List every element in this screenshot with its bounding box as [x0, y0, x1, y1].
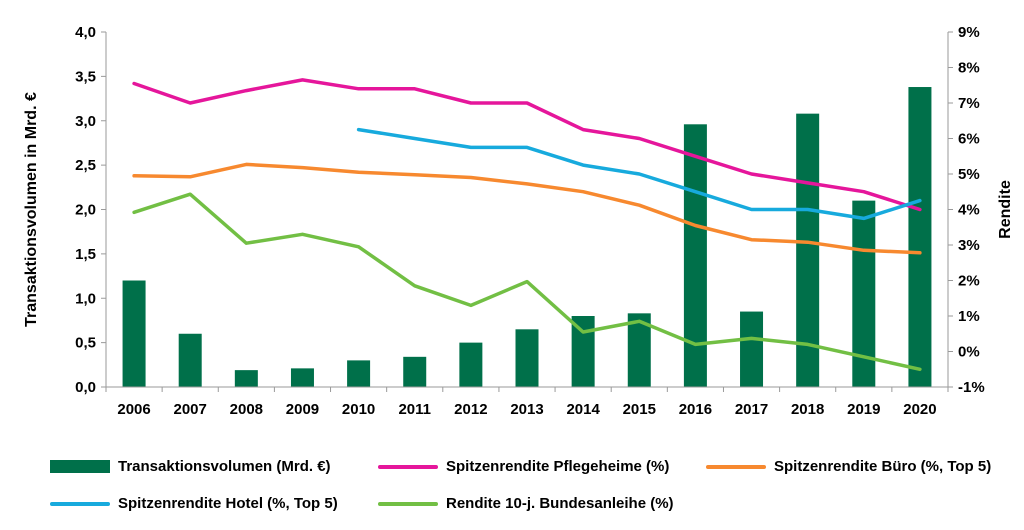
- legend-label: Spitzenrendite Büro (%, Top 5): [774, 458, 992, 475]
- y-right-tick-label: 3%: [958, 237, 980, 254]
- y-left-tick-label: 4,0: [75, 24, 96, 41]
- y-right-tick-label: 6%: [958, 131, 980, 148]
- y-left-tick-label: 1,5: [75, 246, 96, 263]
- y-right-tick-label: 1%: [958, 308, 980, 325]
- axes: 0,0 0,5 1,0 1,5 2,0 2,5 3,0 3,5 4,0 -1% 0% 1% 2% 3% 4%…: [23, 24, 1014, 418]
- y-right-tick-label: 4%: [958, 202, 980, 219]
- legend-label: Spitzenrendite Pflegeheime (%): [446, 458, 670, 475]
- legend-swatch: [378, 464, 438, 469]
- x-tick-label-2015: 2015: [623, 401, 656, 418]
- bar-series: [122, 87, 932, 388]
- x-tick-label-2006: 2006: [117, 401, 150, 418]
- legend-item-buero: Spitzenrendite Büro (%, Top 5): [706, 458, 991, 475]
- y-right-tick-label: 2%: [958, 273, 980, 290]
- bar-2008: [234, 370, 258, 387]
- y-left-tick-label: 2,5: [75, 157, 96, 174]
- legend-swatch: [706, 464, 766, 469]
- legend: Transaktionsvolumen (Mrd. €) Spitzenrend…: [0, 448, 1024, 528]
- legend-item-transaktionsvolumen: Transaktionsvolumen (Mrd. €): [50, 458, 331, 475]
- chart: 0,0 0,5 1,0 1,5 2,0 2,5 3,0 3,5 4,0 -1% 0% 1% 2% 3% 4%…: [23, 24, 1014, 418]
- x-tick-label-2009: 2009: [286, 401, 319, 418]
- legend-swatch: [378, 501, 438, 506]
- bar-2009: [290, 368, 314, 387]
- legend-item-bundesanleihe: Rendite 10-j. Bundesanleihe (%): [378, 495, 674, 512]
- x-tick-label-2012: 2012: [454, 401, 487, 418]
- x-tick-label-2010: 2010: [342, 401, 375, 418]
- y-right-tick-label: 7%: [958, 95, 980, 112]
- bar-2012: [459, 342, 483, 387]
- x-tick-label-2020: 2020: [903, 401, 936, 418]
- x-tick-label-2011: 2011: [398, 401, 431, 418]
- line-series-1: [132, 162, 922, 255]
- legend-label: Transaktionsvolumen (Mrd. €): [118, 458, 331, 475]
- x-tick-label-2016: 2016: [679, 401, 712, 418]
- x-tick-label-2013: 2013: [510, 401, 543, 418]
- x-tick-label-2007: 2007: [174, 401, 207, 418]
- y-left-tick-label: 0,0: [75, 379, 96, 396]
- y-right-tick-label: 8%: [958, 60, 980, 77]
- y-right-tick-label: 9%: [958, 24, 980, 41]
- bar-2011: [403, 356, 427, 387]
- legend-label: Rendite 10-j. Bundesanleihe (%): [446, 495, 674, 512]
- y-left-tick-label: 3,5: [75, 68, 96, 85]
- line-series-0: [132, 78, 922, 212]
- bar-2014: [571, 316, 595, 387]
- y-right-tick-label: 0%: [958, 344, 980, 361]
- bar-2007: [178, 333, 202, 387]
- line-series-3: [132, 192, 922, 372]
- bar-2016: [683, 124, 707, 388]
- bar-2013: [515, 329, 539, 387]
- legend-label: Spitzenrendite Hotel (%, Top 5): [118, 495, 338, 512]
- legend-swatch: [50, 460, 110, 473]
- x-tick-label-2008: 2008: [230, 401, 263, 418]
- x-tick-label-2018: 2018: [791, 401, 824, 418]
- bar-2020: [908, 87, 932, 388]
- x-tick-label-2017: 2017: [735, 401, 768, 418]
- x-tick-label-2019: 2019: [847, 401, 880, 418]
- legend-swatch: [50, 501, 110, 506]
- y-right-tick-label: 5%: [958, 166, 980, 183]
- y-right-tick-label: -1%: [958, 379, 985, 396]
- y-left-tick-label: 2,0: [75, 202, 96, 219]
- bar-2015: [627, 313, 651, 387]
- legend-item-hotel: Spitzenrendite Hotel (%, Top 5): [50, 495, 338, 512]
- x-tick-label-2014: 2014: [566, 401, 600, 418]
- bar-2019: [852, 200, 876, 387]
- y-left-tick-label: 0,5: [75, 335, 96, 352]
- y-axis-right-title: Rendite: [997, 180, 1014, 239]
- y-left-tick-label: 3,0: [75, 113, 96, 130]
- bar-2006: [122, 280, 146, 387]
- line-series-2: [356, 127, 922, 221]
- bar-2017: [740, 311, 764, 387]
- y-left-tick-label: 1,0: [75, 290, 96, 307]
- bar-2010: [347, 360, 371, 387]
- line-series-group: [132, 78, 922, 372]
- legend-item-pflegeheime: Spitzenrendite Pflegeheime (%): [378, 458, 669, 475]
- y-axis-left-title: Transaktionsvolumen in Mrd. €: [23, 92, 40, 327]
